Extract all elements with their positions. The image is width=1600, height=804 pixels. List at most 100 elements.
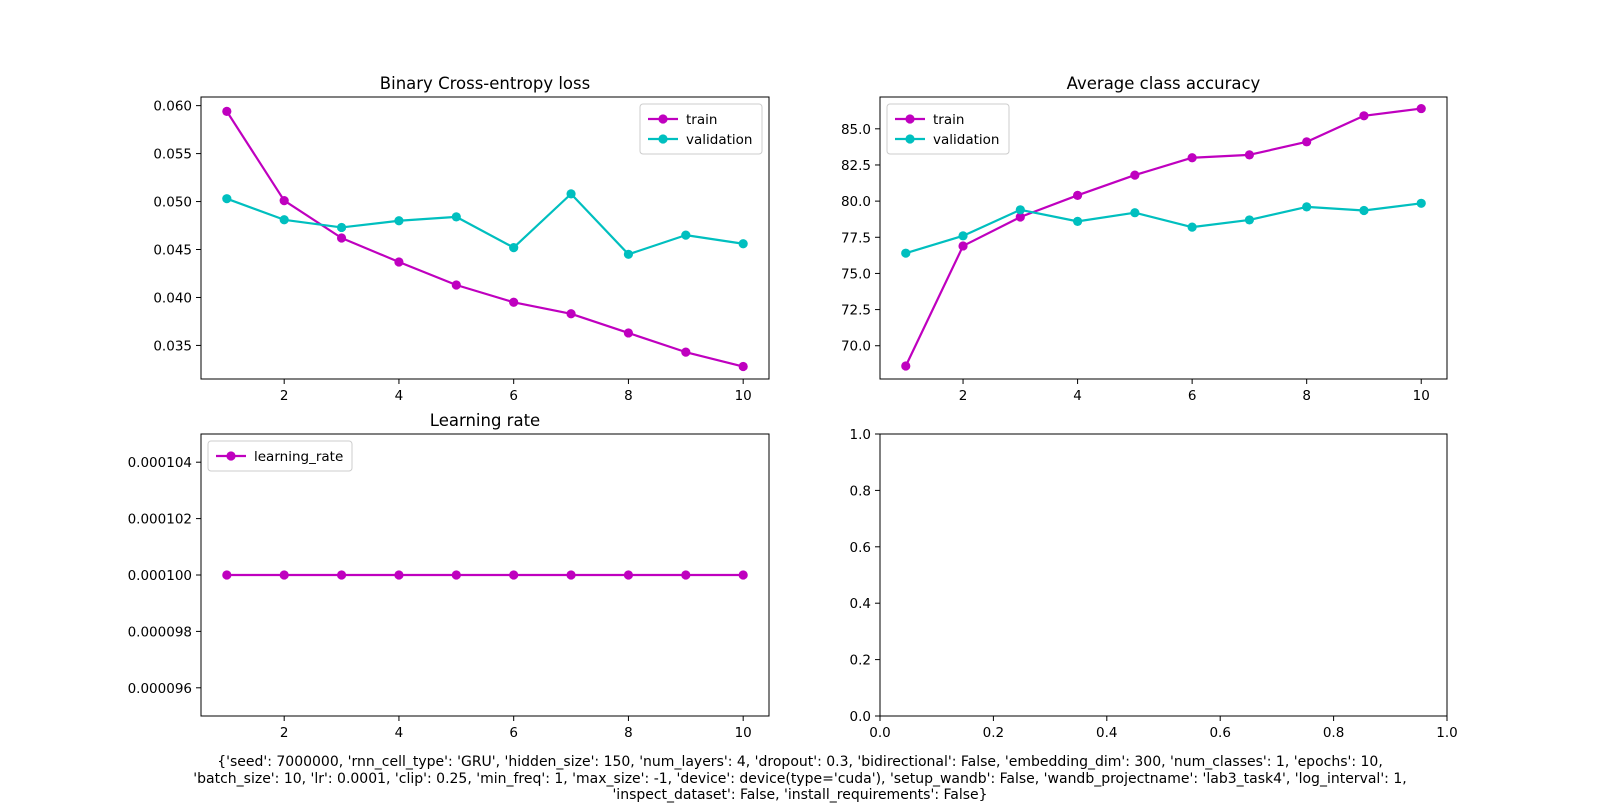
- y-tick-label: 82.5: [841, 158, 871, 174]
- data-point: [1015, 212, 1025, 222]
- series-line-validation: [226, 192, 744, 256]
- y-tick-label: 0.000096: [128, 681, 192, 697]
- y-tick-label: 0.000100: [128, 568, 192, 584]
- data-point: [958, 241, 968, 251]
- y-tick-label: 0.8: [850, 483, 871, 499]
- series-line-train: [225, 110, 744, 368]
- data-point: [509, 570, 519, 580]
- x-tick-label: 10: [1413, 388, 1430, 404]
- y-tick-label: 0.6: [850, 540, 871, 556]
- data-point: [509, 242, 519, 253]
- x-tick-label: 2: [280, 725, 289, 741]
- legend-marker: [905, 114, 915, 124]
- legend-box: [886, 103, 1010, 155]
- data-point: [681, 230, 691, 240]
- data-point: [336, 570, 347, 580]
- x-tick-label: 2: [280, 388, 289, 404]
- chart-panel-3: Learning rate 2 4 6 8 10 0.000096 0.000098 0.000…: [128, 411, 770, 741]
- data-point: [279, 215, 289, 225]
- x-tick-label: 0.2: [983, 725, 1004, 741]
- data-point: [623, 328, 634, 338]
- data-point: [394, 570, 404, 580]
- data-point: [1359, 111, 1369, 121]
- chart-title: Average class accuracy: [1067, 74, 1261, 93]
- x-tick-label: 0.4: [1096, 725, 1117, 741]
- axes-frame: [879, 433, 1448, 717]
- data-point: [279, 195, 289, 206]
- x-tick-label: 0.0: [869, 725, 890, 741]
- y-tick-label: 0.000098: [128, 624, 192, 640]
- y-tick-label: 1.0: [850, 427, 871, 443]
- legend-label: validation: [933, 132, 999, 148]
- y-tick-label: 0.050: [153, 195, 192, 211]
- data-point: [681, 570, 691, 580]
- data-point: [394, 216, 404, 226]
- data-point: [1187, 153, 1197, 163]
- axes-frame: [879, 96, 1448, 380]
- data-point: [1130, 170, 1140, 180]
- y-tick-label: 0.000102: [128, 512, 192, 528]
- chart-panel-4: 0.0 0.2 0.4 0.6 0.8 1.0 0.0 0.2 0.4 0.6 0.8 1.0: [850, 427, 1458, 741]
- data-point: [623, 570, 634, 580]
- y-tick-label: 0.040: [153, 290, 192, 306]
- legend-marker: [658, 134, 668, 144]
- data-point: [1187, 222, 1197, 232]
- config-caption: {'seed': 7000000, 'rnn_cell_type': 'GRU'…: [100, 754, 1500, 804]
- x-tick-label: 6: [1188, 388, 1197, 404]
- x-tick-label: 4: [395, 388, 404, 404]
- legend-marker: [226, 451, 236, 461]
- y-tick-label: 0.2: [850, 653, 871, 669]
- axes-frame: [200, 433, 770, 717]
- data-point: [1072, 216, 1083, 226]
- data-point: [738, 239, 748, 249]
- x-tick-label: 1.0: [1436, 725, 1457, 741]
- data-point: [1130, 208, 1140, 218]
- x-tick-label: 6: [509, 725, 518, 741]
- data-point: [1015, 205, 1025, 215]
- y-tick-label: 0.060: [153, 99, 192, 115]
- x-tick-label: 0.6: [1209, 725, 1230, 741]
- y-tick-label: 77.5: [841, 230, 871, 246]
- data-point: [566, 570, 576, 580]
- caption-line: 'batch_size': 10, 'lr': 0.0001, 'clip': …: [193, 770, 1407, 787]
- data-point: [222, 194, 232, 204]
- caption-line: 'inspect_dataset': False, 'install_requi…: [612, 787, 988, 803]
- axes-frame: [200, 96, 770, 380]
- data-point: [509, 297, 519, 307]
- data-point: [451, 570, 461, 580]
- data-point: [566, 309, 576, 319]
- data-point: [901, 248, 911, 258]
- data-point: [451, 280, 461, 290]
- series-line-train: [904, 107, 1422, 367]
- y-tick-label: 0.0: [850, 709, 871, 725]
- legend: learning_rate: [207, 440, 353, 472]
- data-point: [1302, 202, 1312, 212]
- chart-panel-1: Binary Cross-entropy loss 2 4 6 8 10 0.035 0.04…: [153, 74, 770, 404]
- x-tick-label: 4: [395, 725, 404, 741]
- y-tick-label: 0.055: [153, 147, 192, 163]
- legend-label: learning_rate: [254, 449, 343, 465]
- y-tick-label: 0.000104: [128, 455, 192, 471]
- data-point: [738, 570, 748, 580]
- data-point: [336, 233, 347, 243]
- data-point: [1072, 190, 1083, 200]
- data-point: [222, 570, 232, 580]
- data-point: [394, 257, 404, 267]
- data-point: [451, 212, 461, 222]
- x-tick-label: 6: [509, 388, 518, 404]
- data-point: [566, 189, 576, 199]
- data-point: [738, 361, 748, 372]
- x-tick-label: 8: [1302, 388, 1311, 404]
- legend-marker: [658, 114, 668, 124]
- data-point: [1416, 198, 1426, 208]
- y-tick-label: 0.035: [153, 338, 192, 354]
- legend-box: [639, 103, 763, 155]
- x-tick-label: 2: [959, 388, 968, 404]
- y-tick-label: 0.045: [153, 243, 192, 259]
- y-tick-label: 75.0: [841, 266, 871, 282]
- legend-label: validation: [686, 132, 752, 148]
- x-tick-label: 10: [735, 388, 752, 404]
- x-tick-label: 8: [624, 725, 633, 741]
- chart-title: Binary Cross-entropy loss: [380, 74, 590, 93]
- legend-box: [207, 440, 353, 472]
